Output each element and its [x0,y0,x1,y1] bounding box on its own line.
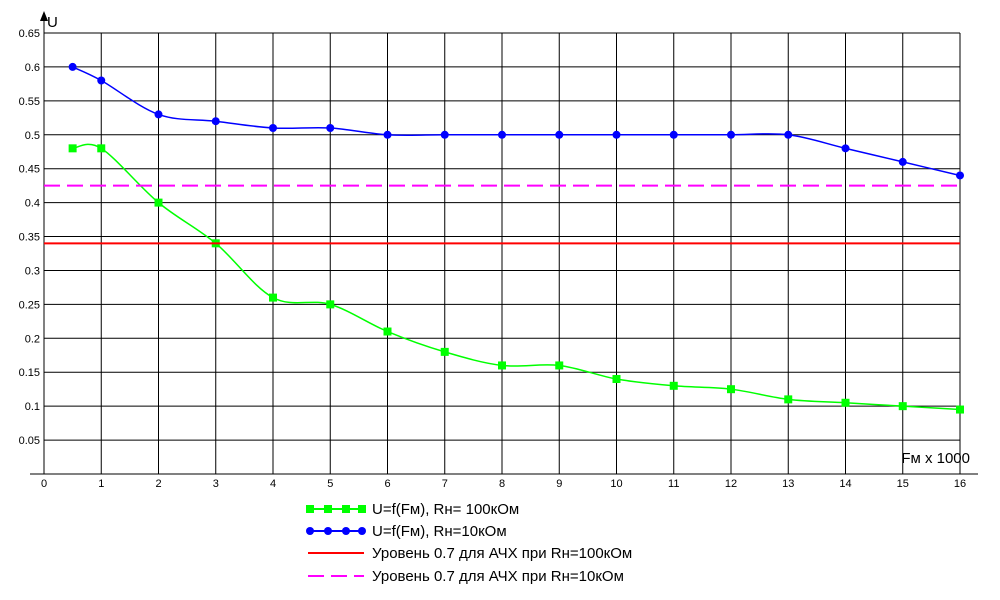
x-tick-label: 3 [213,478,219,490]
data-point-square [784,395,793,404]
x-tick-label: 7 [442,478,448,490]
y-tick-label: 0.65 [19,28,40,40]
data-point-circle [269,123,277,132]
y-tick-label: 0.25 [19,299,40,311]
data-point-circle [97,76,106,85]
data-point-square [898,402,907,411]
y-tick-label: 0.2 [25,333,40,345]
x-tick-label: 8 [499,478,505,490]
legend-label: Уровень 0.7 для АЧХ при Rн=10кОм [372,568,624,585]
x-tick-label: 15 [897,478,909,490]
series-line-2 [72,66,961,177]
y-tick-label: 0.4 [25,198,40,210]
axes [30,11,978,475]
x-tick-label: 12 [725,478,737,490]
data-point-circle [956,171,964,180]
y-axis-title: U [47,14,58,31]
x-tick-label: 1 [98,478,104,490]
x-axis-title: Fм x 1000 [901,450,970,467]
y-tick-label: 0.5 [25,130,40,142]
data-point-circle [440,130,449,139]
tick-labels: 0 1 2 3 4 5 6 7 8 9 10 11 12 13 14 15 160.050.10.150.20.… [19,28,967,490]
data-point-square [841,398,850,407]
data-point-square [498,361,506,370]
data-point-circle [326,123,335,132]
x-tick-label: 0 [41,478,47,490]
data-point-square [269,293,277,302]
data-point-circle [841,144,850,153]
data-point-circle [612,130,621,139]
data-point-square [669,381,678,390]
y-tick-label: 0.3 [25,265,40,277]
y-tick-label: 0.55 [19,96,40,108]
legend-label: U=f(Fм), Rн= 100кОм [372,501,519,518]
y-tick-label: 0.15 [19,367,40,379]
x-tick-label: 13 [782,478,794,490]
y-tick-label: 0.45 [19,164,40,176]
legend-item-series-4: Уровень 0.7 для АЧХ при Rн=10кОм [308,568,624,585]
data-point-circle [211,117,220,126]
data-point-square [956,405,964,414]
data-point-circle [555,130,564,139]
data-point-circle [154,110,163,119]
x-tick-label: 2 [155,478,161,490]
data-point-square [383,327,392,336]
x-tick-label: 4 [270,478,276,490]
data-point-circle [669,130,678,139]
data-point-circle [727,130,735,139]
data-point-square [154,198,163,207]
series [44,62,964,414]
grid [44,32,961,474]
data-point-square [612,375,621,384]
x-tick-label: 16 [954,478,966,490]
data-point-circle [68,62,77,71]
data-point-square [68,144,77,153]
y-tick-label: 0.6 [25,62,40,74]
x-tick-label: 11 [668,478,679,490]
data-point-square [555,361,564,370]
x-tick-label: 9 [556,478,562,490]
y-axis-arrow [40,11,48,21]
data-point-circle [898,157,907,166]
data-point-square [326,300,335,309]
legend-item-series-2: U=f(Fм), Rн=10кОм [306,523,507,540]
data-point-square [440,347,449,356]
data-point-square [727,385,735,394]
y-tick-label: 0.1 [25,401,40,413]
legend-item-series-3: Уровень 0.7 для АЧХ при Rн=100кОм [308,545,632,562]
legend-label: U=f(Fм), Rн=10кОм [372,523,507,540]
data-point-circle [383,130,392,139]
x-tick-label: 5 [327,478,333,490]
data-point-circle [498,130,506,139]
legend-item-series-1: U=f(Fм), Rн= 100кОм [306,501,519,518]
legend: U=f(Fм), Rн= 100кОм U=f(Fм), Rн=10кОм Ур… [306,501,632,585]
data-point-circle [784,130,793,139]
y-tick-label: 0.05 [19,435,40,447]
legend-label: Уровень 0.7 для АЧХ при Rн=100кОм [372,545,632,562]
x-tick-label: 6 [384,478,390,490]
x-tick-label: 14 [839,478,851,490]
data-point-square [97,144,106,153]
y-tick-label: 0.35 [19,232,40,244]
x-tick-label: 10 [610,478,622,490]
series-line-1 [72,143,961,411]
